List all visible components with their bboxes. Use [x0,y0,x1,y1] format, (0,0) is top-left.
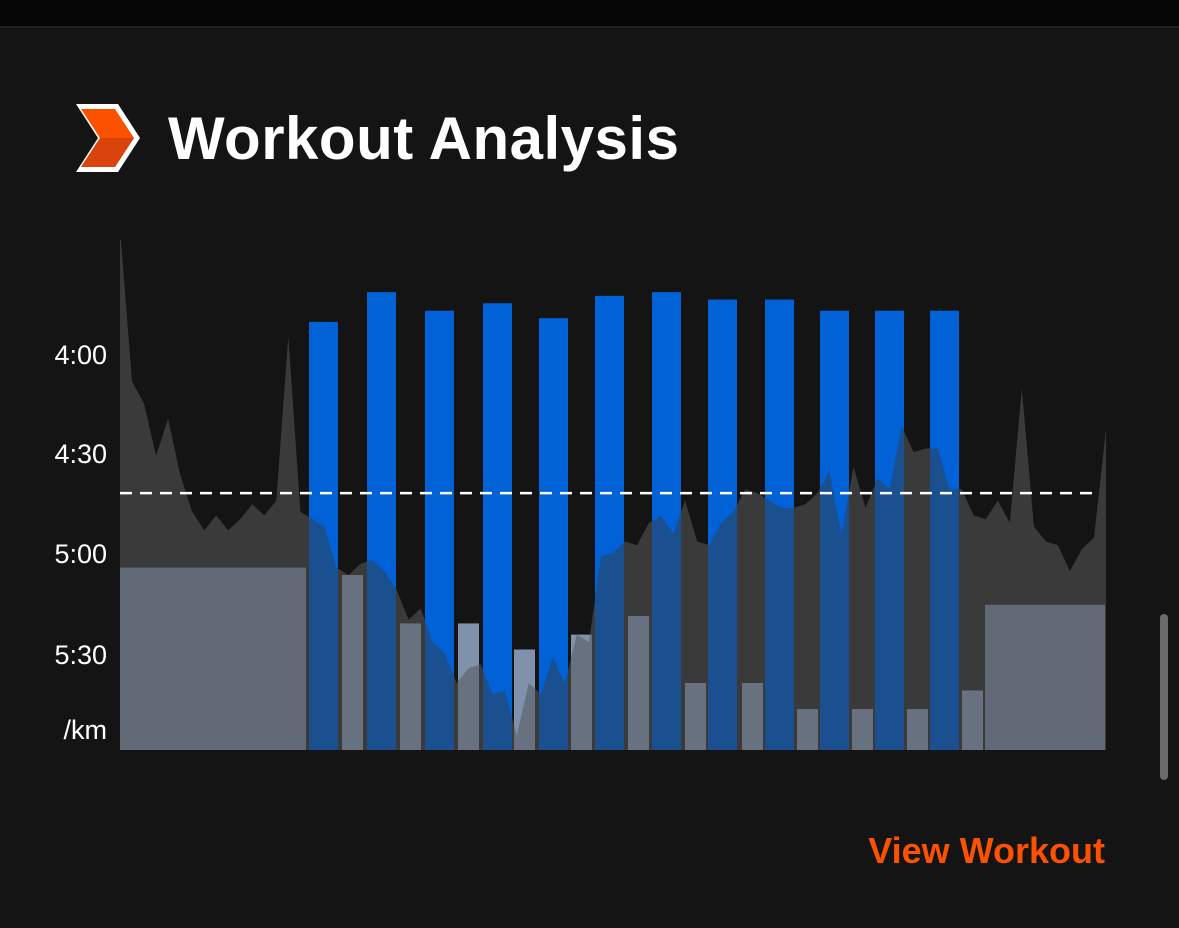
recovery-bar [400,623,421,750]
recovery-bar [514,649,535,750]
card-header: Workout Analysis [72,100,679,176]
pace-area-overlay [120,240,1106,750]
interval-bar [425,310,454,750]
interval-bar [930,310,959,750]
y-axis-unit: /km [64,715,108,745]
recovery-bar [962,690,983,750]
recovery-bar [628,615,649,750]
recovery-bar [685,682,706,750]
recovery-bar [571,634,592,750]
pace-area [120,240,1106,750]
y-tick-label: 5:00 [54,539,107,569]
scrollbar[interactable] [1160,614,1168,780]
interval-bar [820,310,849,750]
interval-bar [539,318,568,750]
interval-bar [483,303,512,750]
y-tick-label: 4:30 [54,439,107,469]
recovery-bar [797,709,818,750]
cooldown-bar [985,604,1105,750]
recovery-bar [742,682,763,750]
interval-bar [652,292,681,750]
interval-bar [595,295,624,750]
recovery-bar [852,709,873,750]
warmup-bar [120,567,306,750]
interval-bar [367,292,396,750]
recovery-bar [342,575,363,750]
interval-bar [765,299,794,750]
recovery-bar [458,623,479,750]
interval-bar [875,310,904,750]
strava-chevron-icon [76,104,140,172]
y-axis: 4:00 4:30 5:00 5:30 /km [54,340,107,745]
pace-chart: 4:00 4:30 5:00 5:30 /km [54,240,1106,750]
y-tick-label: 4:00 [54,340,107,370]
interval-bar [708,299,737,750]
y-tick-label: 5:30 [54,640,107,670]
status-bar-strip [0,0,1179,28]
page-title: Workout Analysis [168,104,680,172]
interval-bar [309,321,338,750]
recovery-bar [907,709,928,750]
view-workout-link[interactable]: View Workout [868,830,1105,871]
